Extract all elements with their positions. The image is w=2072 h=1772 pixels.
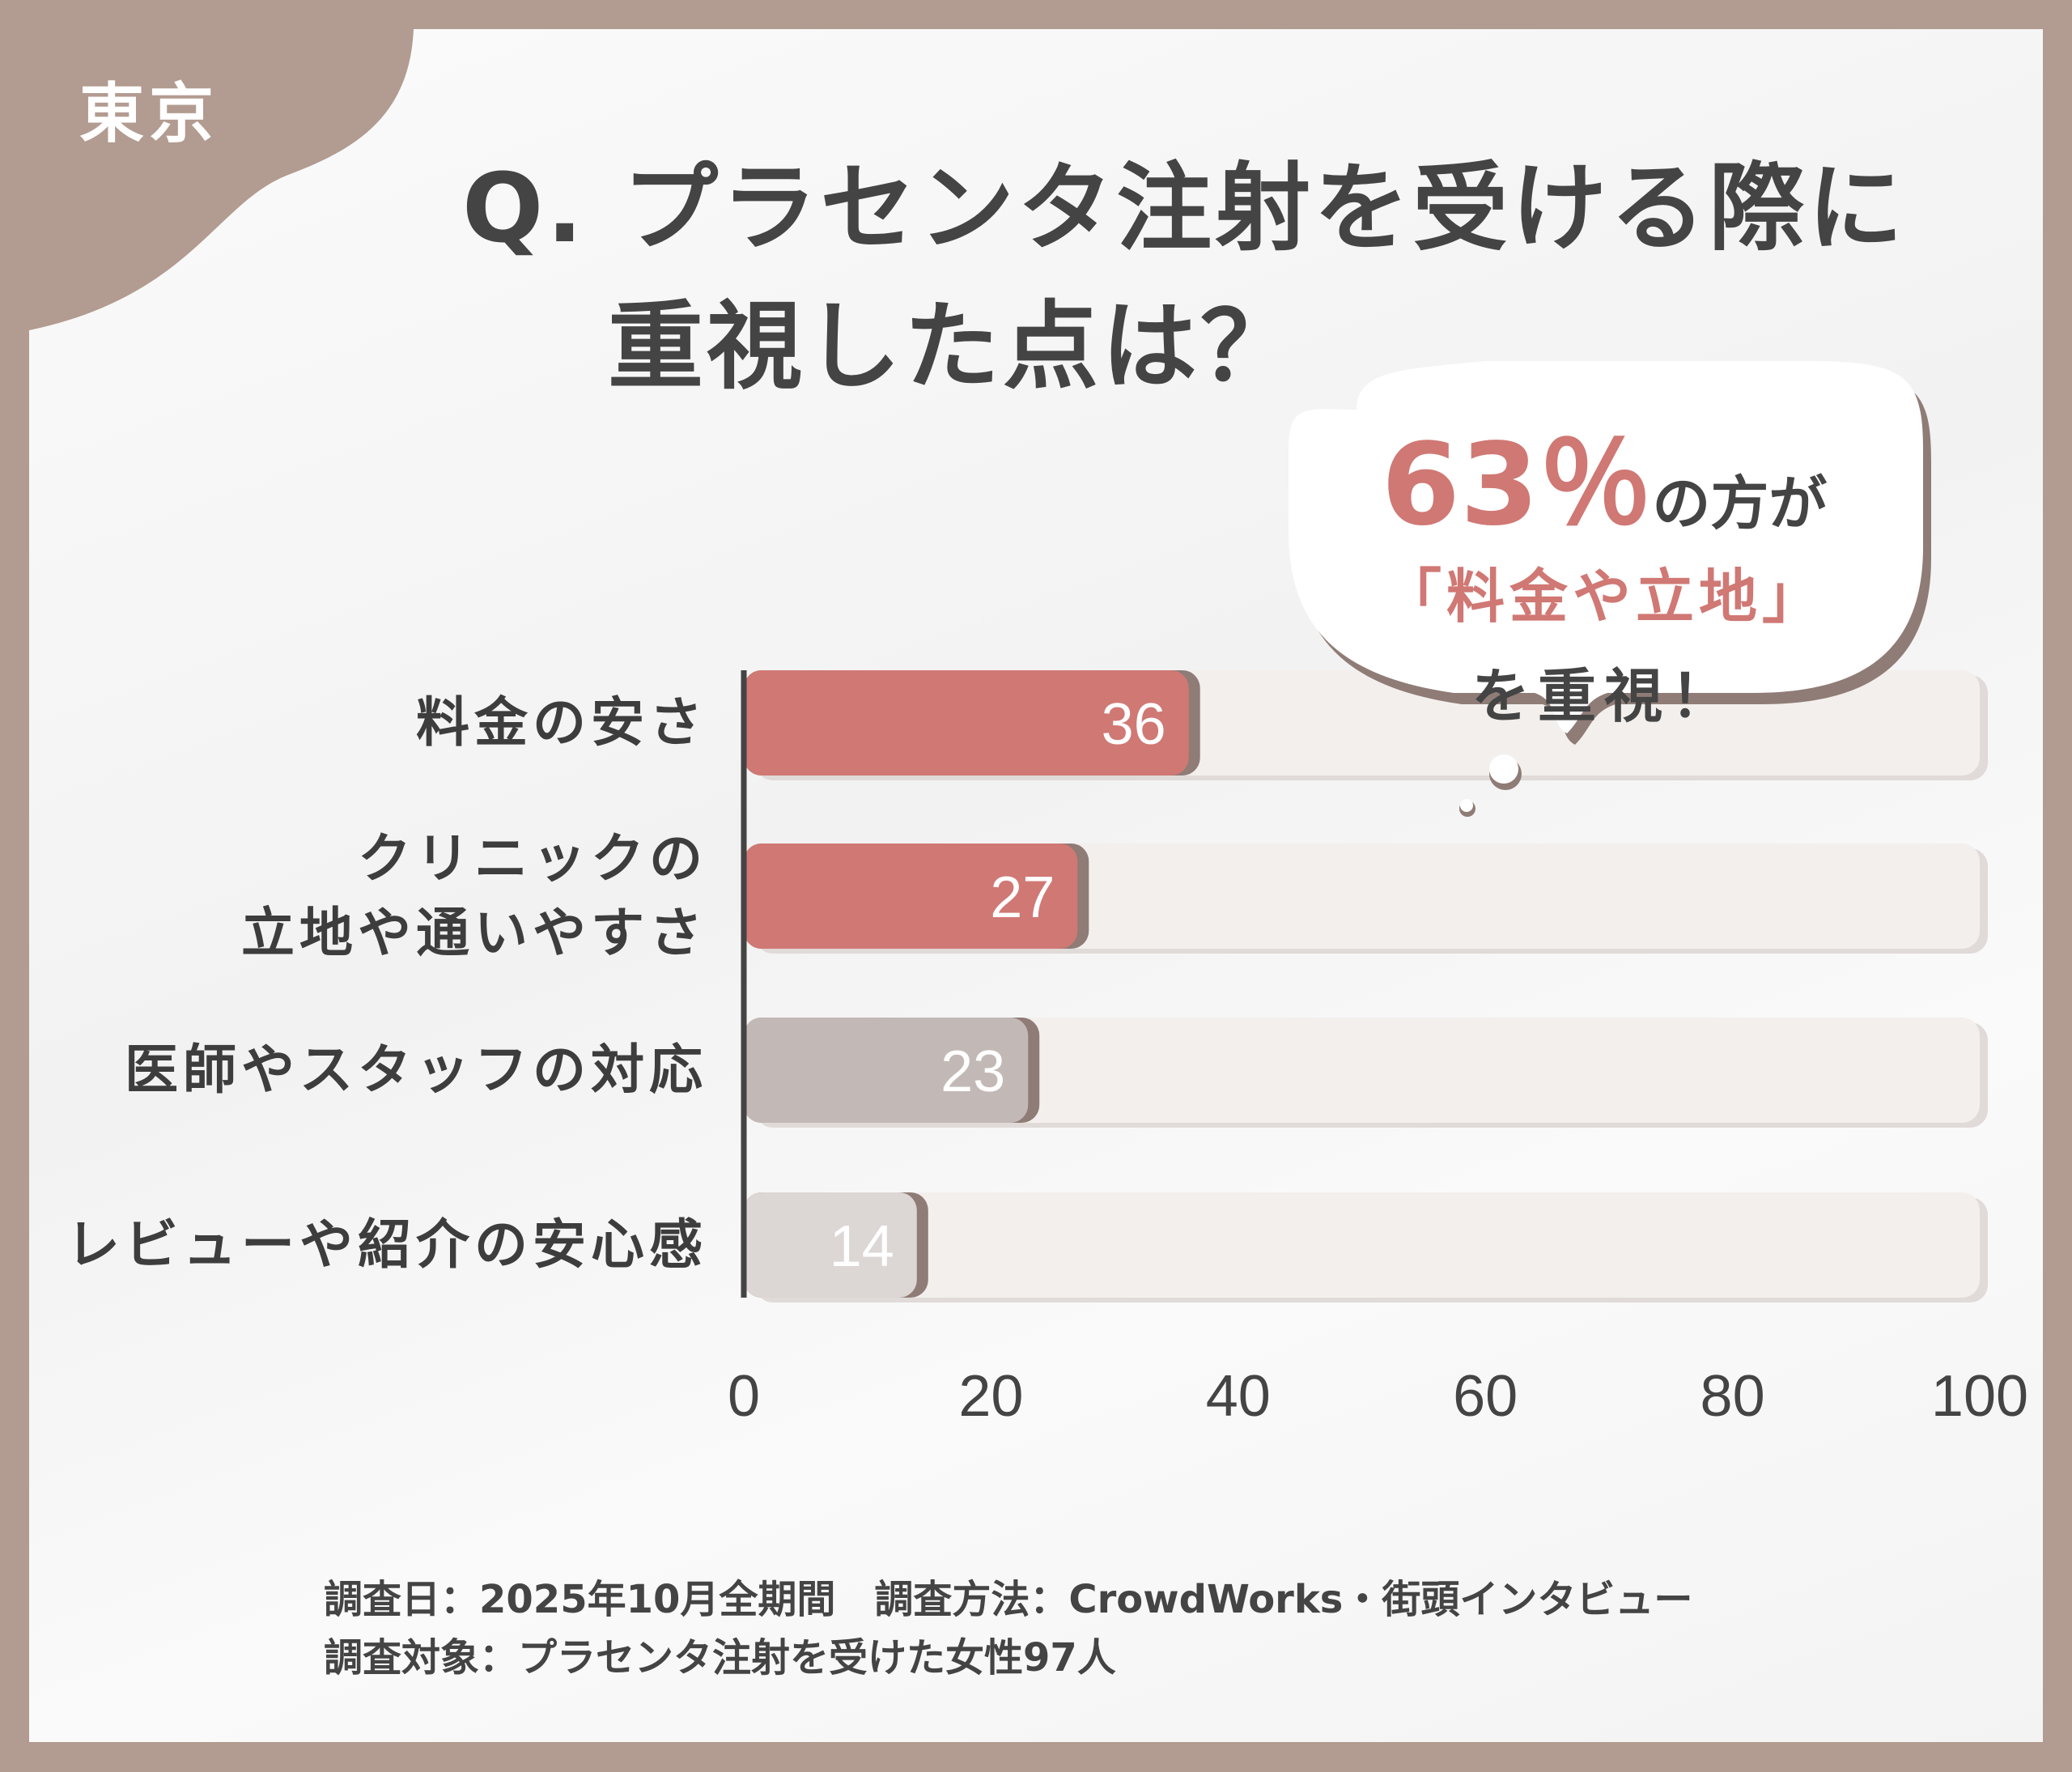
category-label: レビューや紹介の安心感: [66, 1213, 707, 1276]
region-badge: 東京: [79, 76, 219, 151]
callout-percent: 63％: [1381, 419, 1653, 551]
x-tick-label: 100: [1931, 1364, 2028, 1429]
category-label: 医師やスタッフの対応: [125, 1039, 707, 1101]
bar-track: [744, 1018, 1980, 1123]
bar-track: [744, 1192, 1980, 1298]
footer-survey-target: 調査対象：プラセンタ注射を受けた女性97人: [324, 1635, 1116, 1681]
category-label: クリニックの 立地や通いやすさ: [241, 827, 707, 964]
bar: [744, 844, 1078, 949]
x-tick-label: 0: [728, 1364, 760, 1429]
bar-value-label: 27: [990, 865, 1055, 930]
page-title-line1: Q. プラセンタ注射を受ける際に: [462, 152, 1907, 264]
x-tick-label: 60: [1453, 1364, 1518, 1429]
callout-line1: の方が: [1652, 470, 1828, 538]
bar-value-label: 14: [830, 1214, 894, 1279]
bar-value-label: 36: [1102, 692, 1166, 757]
category-label: 料金の安さ: [416, 691, 707, 754]
callout-line2: 「料金や立地」: [1382, 563, 1825, 631]
bar: [744, 670, 1189, 776]
bar: [744, 1018, 1029, 1123]
x-tick-label: 20: [958, 1364, 1023, 1429]
footer-survey-info: 調査日：2025年10月全期間 調査方法：CrowdWorks・街頭インタビュー: [324, 1577, 1693, 1622]
corner-badge-shape: [29, 29, 414, 330]
speech-bubble: [1289, 361, 1931, 817]
infographic-card: 東京 Q. プラセンタ注射を受ける際に 重視した点は？ 36 27 23 14 0 20 4…: [29, 29, 2043, 1742]
x-tick-label: 40: [1206, 1364, 1271, 1429]
page-title-line2: 重視した点は？: [608, 291, 1300, 402]
callout: 63％の方が 「料金や立地」 を重視！: [1289, 393, 1920, 733]
x-tick-label: 80: [1700, 1364, 1765, 1429]
bar: [744, 1192, 917, 1298]
bar-value-label: 23: [940, 1039, 1005, 1104]
callout-line3: を重視！: [1471, 662, 1737, 730]
